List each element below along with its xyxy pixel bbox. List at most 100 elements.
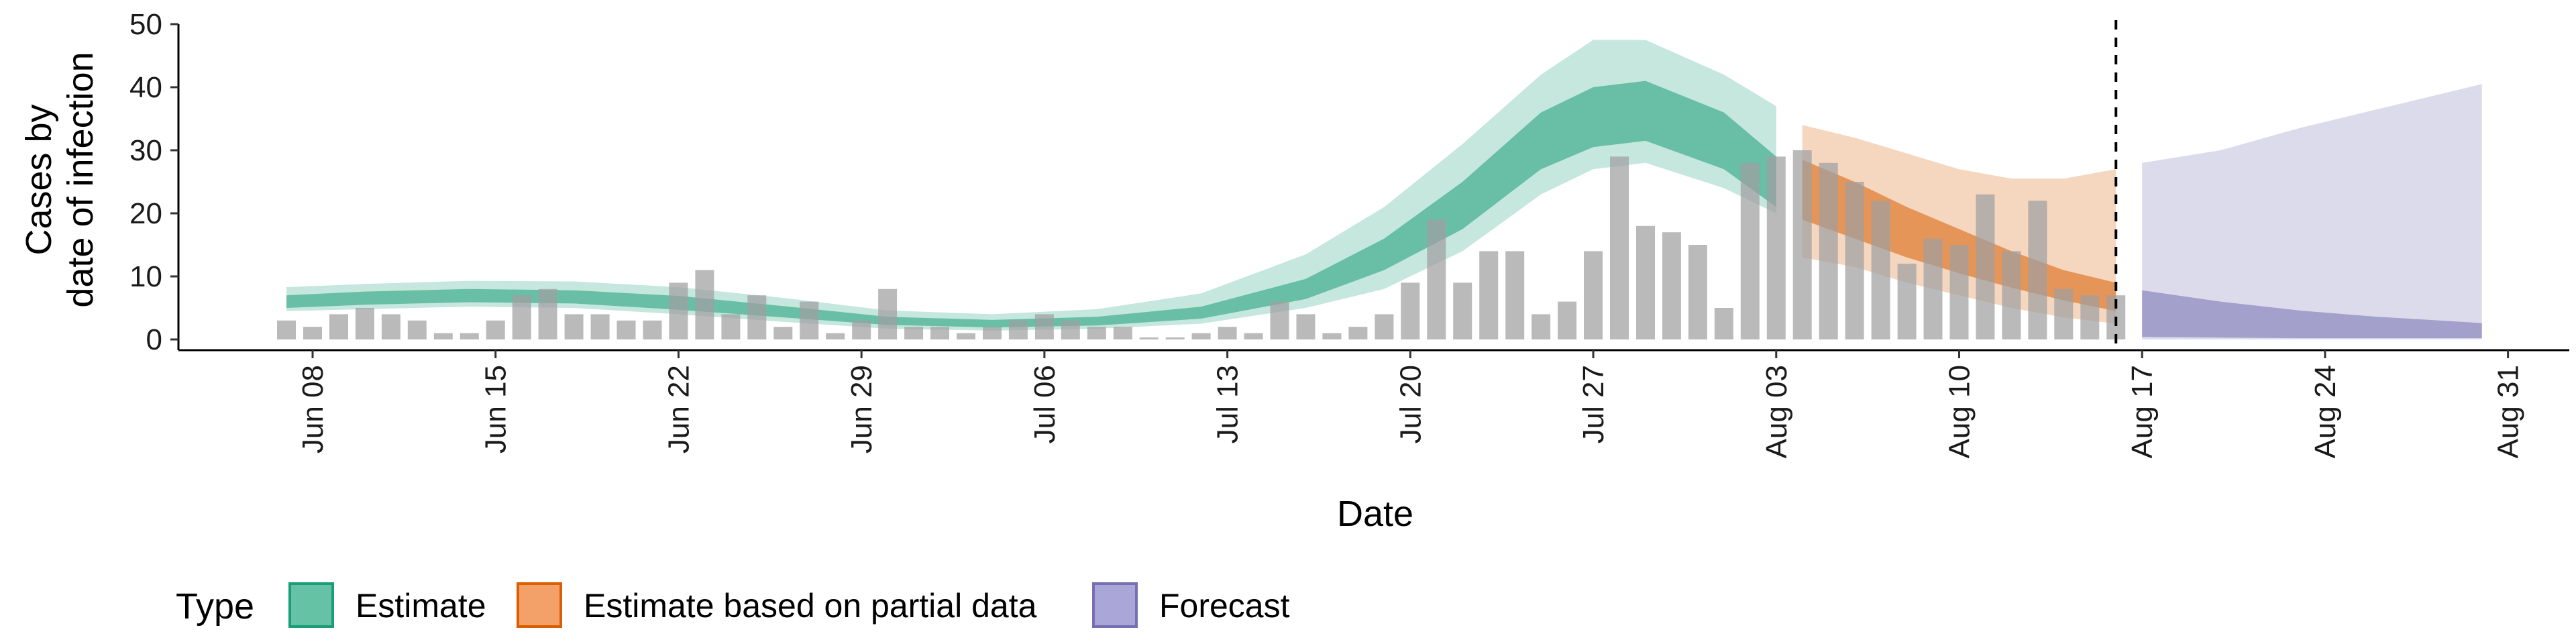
x-tick-label: Aug 17 (2126, 365, 2159, 458)
y-tick-label: 10 (129, 260, 162, 293)
case-bar (773, 327, 793, 339)
case-bar (957, 333, 975, 339)
case-bar (2002, 251, 2021, 339)
case-bar (1688, 245, 1707, 339)
y-tick-label: 30 (129, 134, 162, 167)
band-50-estimate (286, 80, 1776, 328)
case-bar (800, 301, 819, 339)
x-tick-label: Aug 03 (1760, 365, 1793, 458)
case-bar (277, 320, 296, 339)
case-bar (1113, 327, 1132, 339)
case-bar (721, 314, 741, 339)
x-axis-ticks: Jun 08 Jun 15 Jun 22 Jun 29 Jul 06 Jul 13 Jul … (297, 350, 2525, 458)
case-bar (1897, 264, 1917, 339)
case-bar (303, 327, 322, 339)
case-bar (983, 327, 1002, 339)
case-bar (852, 320, 871, 339)
case-bar (1008, 320, 1028, 339)
case-bar (1636, 225, 1655, 339)
case-bar (1139, 337, 1159, 339)
band-90-estimate (286, 40, 1776, 331)
case-bar (1427, 219, 1446, 339)
case-bar (1375, 314, 1394, 339)
case-bar (1191, 333, 1211, 339)
case-bar (1453, 282, 1472, 339)
band-50-forecast (2142, 290, 2482, 339)
case-bar (1322, 333, 1342, 339)
case-bar (1584, 251, 1603, 339)
y-tick-label: 0 (146, 323, 162, 356)
estimate-bands (286, 40, 2482, 340)
x-tick-label: Jun 15 (480, 365, 513, 453)
case-bar (1662, 232, 1681, 339)
case-bar (1740, 162, 1760, 340)
case-bar (1061, 320, 1080, 339)
legend-title: Type (176, 586, 254, 627)
case-bar (590, 314, 610, 339)
case-bar (1087, 327, 1106, 339)
x-tick-label: Aug 24 (2309, 365, 2342, 458)
case-bar (2028, 201, 2047, 339)
legend-swatch-partial (517, 582, 562, 628)
case-bar (1923, 238, 1943, 339)
y-tick-label: 40 (129, 71, 162, 104)
case-bar (1505, 251, 1525, 339)
case-bar (878, 288, 898, 339)
x-tick-label: Aug 10 (1943, 365, 1976, 458)
case-bar (695, 270, 714, 339)
case-bar (1949, 245, 1969, 339)
legend: Type Estimate Estimate based on partial … (176, 582, 1290, 628)
y-axis-title-line-2: date of infection (60, 52, 101, 307)
axes: 0 10 20 30 40 50 Jun 08 Jun 15 Jun 22 Jun 29 Jul … (129, 8, 2569, 458)
case-bar (1871, 201, 1890, 339)
case-bar (1348, 327, 1368, 339)
case-bar (1479, 251, 1499, 339)
x-tick-label: Jul 06 (1028, 365, 1061, 443)
x-tick-label: Jun 22 (662, 365, 695, 453)
case-bar (1714, 308, 1733, 339)
case-bar (381, 314, 400, 339)
case-bar (1401, 282, 1420, 339)
legend-label-forecast: Forecast (1159, 587, 1290, 625)
legend-swatch-estimate (288, 582, 334, 628)
case-bar (433, 333, 453, 339)
case-bar (1558, 301, 1577, 339)
y-tick-label: 50 (129, 8, 162, 41)
x-tick-label: Jun 29 (845, 365, 878, 453)
case-bar (486, 320, 505, 339)
x-axis-title: Date (1337, 494, 1413, 534)
case-bar (616, 320, 636, 339)
case-bar (329, 314, 348, 339)
case-bar (564, 314, 584, 339)
case-bar (904, 327, 924, 339)
legend-label-estimate: Estimate (356, 587, 486, 625)
case-bar (460, 333, 479, 339)
case-bar (826, 333, 845, 339)
case-bar (1610, 156, 1629, 339)
legend-label-partial: Estimate based on partial data (584, 587, 1037, 625)
case-bar (355, 308, 374, 339)
case-bar (643, 320, 662, 339)
case-bar (1270, 301, 1289, 339)
case-bar (538, 288, 557, 339)
x-tick-label: Jul 20 (1394, 365, 1427, 443)
y-tick-label: 20 (129, 197, 162, 230)
case-bar (407, 320, 427, 339)
case-bar (1976, 194, 1995, 339)
band-90-forecast (2142, 84, 2482, 340)
legend-swatch-forecast (1092, 582, 1138, 628)
y-axis-ticks: 0 10 20 30 40 50 (129, 8, 178, 356)
case-bar (1165, 337, 1185, 339)
case-bar (1218, 327, 1237, 339)
case-bar (1244, 333, 1263, 339)
case-bar (1766, 156, 1786, 339)
case-bar (1845, 182, 1864, 339)
y-axis-title-line-1: Cases by (19, 104, 59, 255)
case-bar (1792, 150, 1812, 339)
case-bar (747, 295, 767, 339)
case-bar (1532, 314, 1551, 339)
case-bar (669, 282, 688, 339)
case-bar (2054, 288, 2074, 339)
case-bar (2080, 295, 2100, 339)
